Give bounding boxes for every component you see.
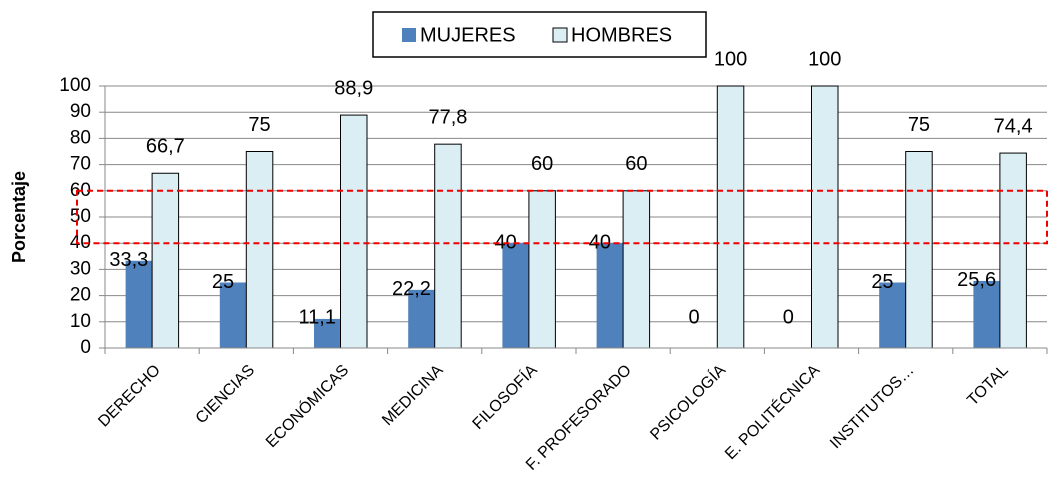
y-axis-label: Porcentaje <box>9 171 29 263</box>
data-label: 100 <box>808 48 841 70</box>
bar <box>408 289 435 348</box>
data-label: 25 <box>212 271 234 293</box>
bar <box>716 85 745 349</box>
data-label: 100 <box>714 48 747 70</box>
legend-swatch <box>552 27 568 43</box>
y-tick-label: 20 <box>70 285 91 306</box>
data-label: 88,9 <box>334 77 373 99</box>
bar <box>596 243 624 348</box>
data-label: 77,8 <box>428 106 467 128</box>
data-label: 40 <box>589 231 611 253</box>
bar <box>340 114 368 349</box>
bar <box>528 190 556 349</box>
x-tick-label: F. PROFESORADO <box>523 362 635 474</box>
data-label: 22,2 <box>392 278 431 300</box>
bar <box>879 282 906 348</box>
x-tick-label: CIENCIAS <box>193 362 258 427</box>
y-tick-label: 70 <box>70 154 91 175</box>
y-tick-label: 50 <box>70 206 91 227</box>
x-tick-label: FILOSOFÍA <box>468 360 541 433</box>
legend-label: HOMBRES <box>571 24 672 46</box>
data-label: 74,4 <box>994 115 1033 137</box>
data-label: 0 <box>783 306 794 328</box>
bar <box>502 243 529 348</box>
x-tick-label: PSICOLOGÍA <box>646 360 729 443</box>
legend-box <box>372 11 707 58</box>
y-tick-label: 100 <box>59 75 91 96</box>
data-label: 0 <box>688 306 699 328</box>
y-tick-label: 80 <box>70 127 91 148</box>
data-label: 33,3 <box>109 249 148 271</box>
legend-swatch <box>402 28 416 42</box>
bar <box>999 152 1027 349</box>
y-tick-label: 10 <box>70 311 91 332</box>
data-label: 11,1 <box>299 306 336 328</box>
y-tick-label: 30 <box>70 258 91 279</box>
bar <box>973 280 1000 348</box>
y-tick-label: 0 <box>80 337 91 358</box>
legend-label: MUJERES <box>420 24 516 46</box>
bar <box>219 282 247 348</box>
bar <box>905 151 933 349</box>
bar <box>245 151 274 349</box>
data-label: 60 <box>531 153 553 175</box>
x-tick-label: INSTITUTOS… <box>827 362 917 452</box>
bar <box>811 85 839 349</box>
x-tick-label: ECONÓMICAS <box>262 360 353 451</box>
data-label: 25,6 <box>957 269 996 291</box>
highlight-band <box>76 189 1048 245</box>
data-label: 25 <box>871 271 893 293</box>
data-label: 60 <box>625 153 647 175</box>
bar <box>434 143 462 349</box>
bar <box>151 172 180 349</box>
bar <box>622 190 651 349</box>
y-tick-label: 40 <box>70 232 91 253</box>
y-tick-label: 90 <box>70 101 91 122</box>
data-label: 66,7 <box>146 136 185 158</box>
x-tick-label: MEDICINA <box>379 362 447 430</box>
x-tick-label: TOTAL <box>964 362 1012 410</box>
data-label: 75 <box>248 114 270 136</box>
x-tick-label: E. POLITÉCNICA <box>721 360 824 463</box>
x-tick-label: DERECHO <box>95 362 164 431</box>
bar <box>125 260 153 348</box>
data-label: 75 <box>908 114 930 136</box>
bar <box>314 318 341 348</box>
